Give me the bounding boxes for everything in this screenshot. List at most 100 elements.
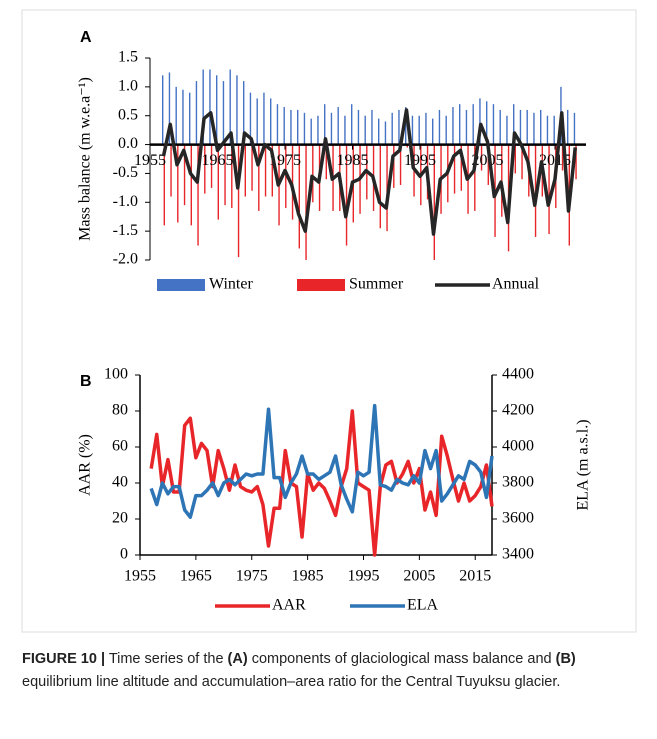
y-tick-label: 1.0 [118, 78, 138, 95]
bar [357, 109, 360, 145]
x-tick-label: 1955 [134, 152, 166, 169]
bar [290, 109, 292, 145]
bar [271, 144, 273, 197]
bar [453, 144, 456, 194]
y2-tick-label: 3600 [502, 510, 534, 527]
y-tick-label: 0 [120, 546, 128, 563]
legend-swatch [157, 279, 205, 291]
bar [170, 144, 172, 197]
bar [210, 144, 213, 188]
bar [251, 144, 253, 191]
bar [303, 112, 306, 145]
y2-axis-title: ELA (m a.s.l.) [575, 419, 592, 510]
bar [406, 144, 408, 148]
x-tick-label: 1995 [404, 152, 436, 169]
x-tick-label: 1995 [347, 568, 379, 585]
bar [474, 144, 476, 211]
y-axis-title: AAR (%) [77, 434, 94, 496]
bar [472, 104, 474, 145]
bar [398, 109, 400, 145]
bar [480, 144, 483, 171]
bar [324, 104, 326, 145]
bar [540, 109, 542, 145]
x-tick-label: 1965 [180, 568, 212, 585]
bar [459, 104, 461, 145]
bar [548, 144, 550, 235]
bar [283, 107, 285, 145]
caption-text: components of glaciological mass balance… [251, 651, 552, 667]
y-tick-label: -2.0 [113, 251, 138, 268]
bar [364, 115, 366, 145]
bar [487, 144, 489, 185]
bar [249, 92, 252, 145]
legend-label: ELA [407, 597, 439, 614]
bar [222, 81, 225, 145]
legend-label: Summer [349, 276, 404, 293]
bar [384, 121, 387, 145]
x-tick-label: 1985 [337, 152, 369, 169]
y-tick-label: 80 [112, 402, 128, 419]
bar [231, 144, 233, 209]
bar [244, 144, 246, 197]
bar [325, 144, 327, 180]
bar [177, 144, 179, 223]
bar [533, 112, 535, 145]
bar [378, 118, 380, 145]
figure-label: FIGURE 10 | [22, 651, 106, 667]
y-axis-title: Mass balance (m w.e.a⁻¹) [77, 77, 94, 241]
bar [330, 112, 333, 145]
bar [217, 144, 219, 220]
bar [425, 112, 427, 145]
y-tick-label: 100 [104, 366, 128, 383]
y-tick-label: 1.5 [118, 49, 138, 66]
bar [216, 75, 218, 145]
y-tick-label: -1.0 [113, 193, 138, 210]
bar [546, 115, 549, 145]
x-tick-label: 2005 [403, 568, 435, 585]
bar [162, 75, 164, 145]
bar [519, 109, 522, 145]
bar [258, 144, 260, 211]
bar [492, 104, 495, 145]
bar [573, 112, 576, 145]
bar [237, 144, 240, 258]
bar [224, 144, 226, 206]
bar [189, 92, 191, 145]
bar [393, 144, 395, 188]
y2-tick-label: 4200 [502, 402, 534, 419]
y-tick-label: -0.5 [113, 164, 138, 181]
bar [209, 69, 211, 145]
bar [575, 144, 577, 180]
bar [433, 144, 435, 260]
bar [317, 115, 319, 145]
bar [479, 98, 481, 145]
bar [514, 144, 516, 174]
bar [432, 118, 434, 145]
bar [202, 69, 204, 145]
bar [567, 109, 569, 145]
bar [553, 115, 555, 145]
y2-tick-label: 4000 [502, 438, 534, 455]
y2-tick-label: 3400 [502, 546, 534, 563]
bar [183, 144, 186, 206]
bar [379, 144, 381, 229]
bar [243, 81, 245, 145]
bar [371, 109, 373, 145]
bar [345, 144, 348, 246]
panel-label: B [80, 373, 92, 390]
x-tick-label: 2005 [472, 152, 504, 169]
bar [297, 109, 299, 145]
legend-label: AAR [272, 597, 306, 614]
legend-swatch [297, 279, 345, 291]
figure-frame [21, 9, 637, 633]
line [161, 108, 577, 236]
bar [521, 144, 523, 180]
bar [344, 115, 346, 145]
bar [438, 109, 441, 145]
bar [175, 86, 177, 145]
caption-text: Time series of the [108, 651, 224, 667]
caption-text: equilibrium line altitude and accumulati… [22, 674, 561, 690]
y-tick-label: 0.5 [118, 106, 138, 123]
bar [276, 104, 279, 145]
